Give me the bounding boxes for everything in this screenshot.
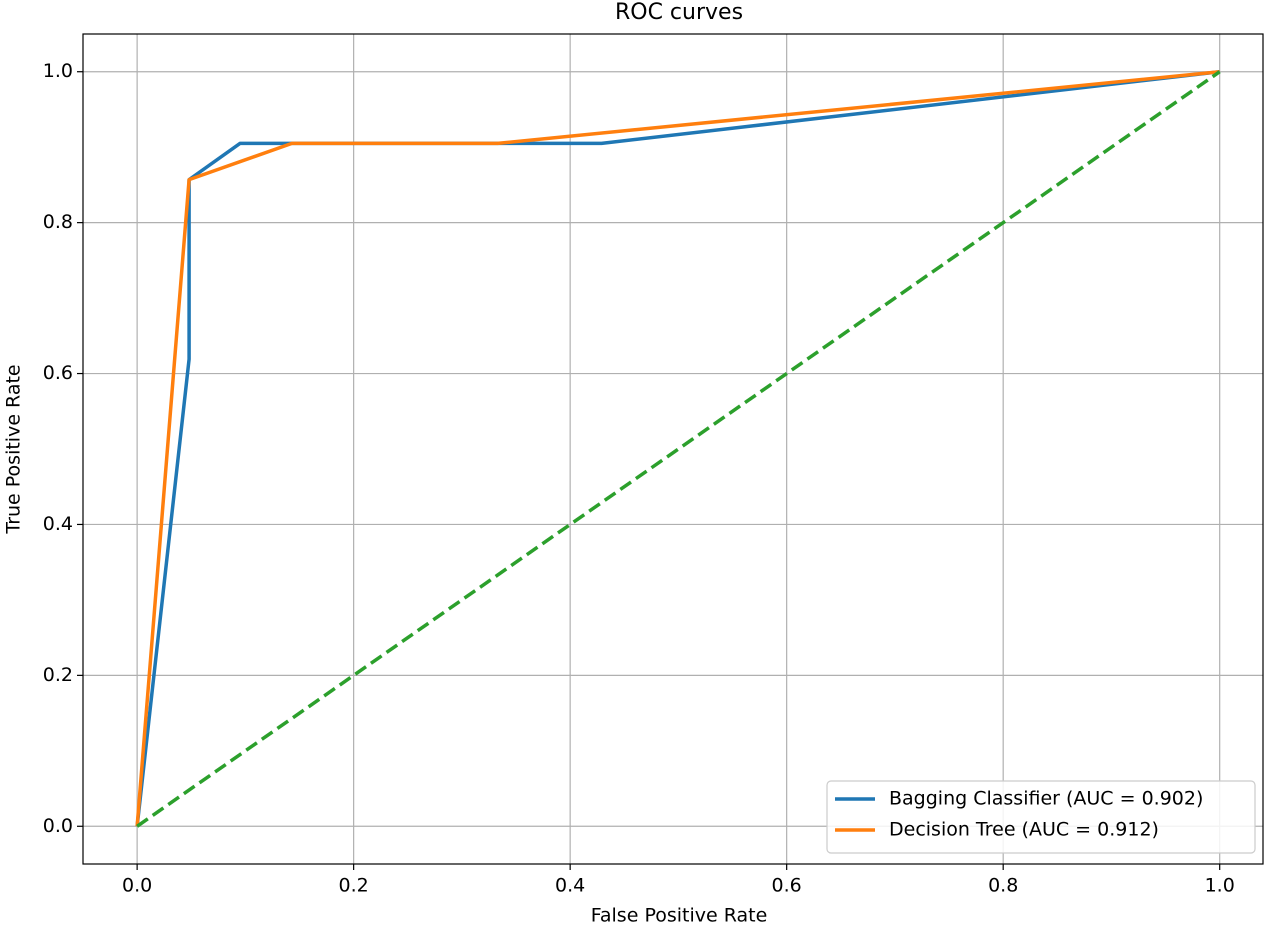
chart-title: ROC curves: [615, 0, 743, 25]
x-tick-label: 1.0: [1205, 875, 1235, 897]
legend-label: Bagging Classifier (AUC = 0.902): [889, 788, 1203, 810]
y-tick-label: 0.0: [43, 815, 73, 837]
x-tick-label: 0.0: [122, 875, 152, 897]
x-tick-label: 0.2: [339, 875, 369, 897]
legend-box: [826, 780, 1256, 854]
reference-line: [136, 70, 1221, 828]
x-tick-label: 0.6: [772, 875, 802, 897]
legend-label: Decision Tree (AUC = 0.912): [889, 819, 1159, 841]
series-line: [135, 69, 1220, 827]
y-axis-label: True Positive Rate: [3, 364, 25, 534]
x-tick-label: 0.8: [988, 875, 1018, 897]
x-axis-label: False Positive Rate: [591, 905, 768, 927]
plot-frame: [82, 33, 1264, 865]
series-line: [135, 69, 1220, 827]
y-tick-label: 0.8: [43, 211, 73, 233]
y-tick-label: 0.4: [43, 513, 73, 535]
y-tick-label: 0.6: [43, 362, 73, 384]
y-tick-label: 1.0: [43, 60, 73, 82]
x-tick-label: 0.4: [555, 875, 585, 897]
y-tick-label: 0.2: [43, 664, 73, 686]
